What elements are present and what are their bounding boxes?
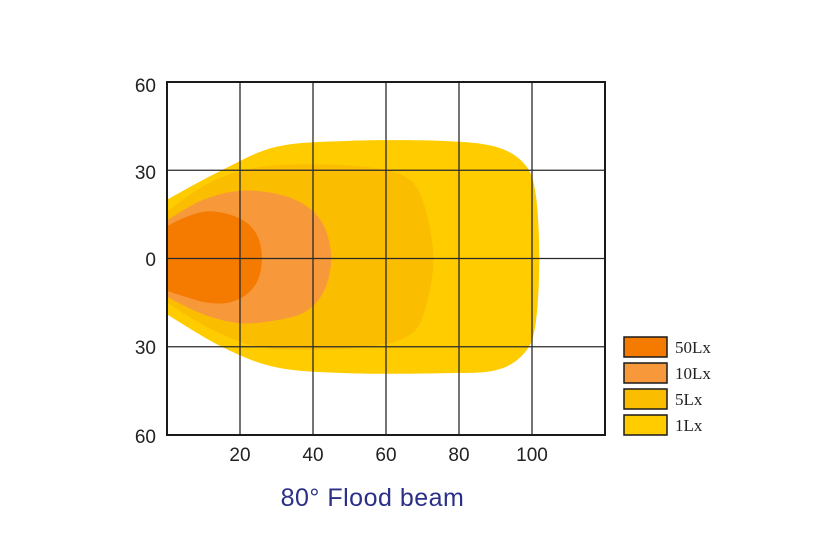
legend: 50Lx 10Lx 5Lx 1Lx <box>623 336 711 436</box>
y-tick-label: 60 <box>135 427 156 448</box>
plot-frame <box>166 81 606 436</box>
contour-50lx <box>167 211 262 304</box>
contour-layer <box>167 140 540 374</box>
x-tick-label: 40 <box>302 445 323 466</box>
legend-label-50lx: 50Lx <box>675 338 711 357</box>
y-axis: 60 30 0 30 60 <box>135 76 156 448</box>
legend-label-1lx: 1Lx <box>675 416 703 435</box>
grid-layer <box>167 82 605 435</box>
legend-label-5lx: 5Lx <box>675 390 703 409</box>
legend-label-10lx: 10Lx <box>675 364 711 383</box>
x-tick-label: 80 <box>448 445 469 466</box>
legend-swatch-5lx <box>623 388 668 410</box>
y-tick-label: 0 <box>145 250 156 271</box>
legend-swatch-1lx <box>623 414 668 436</box>
y-tick-label: 30 <box>135 338 156 359</box>
x-axis: 20 40 60 80 100 <box>229 445 547 466</box>
legend-swatch-50lx <box>623 336 668 358</box>
x-tick-label: 20 <box>229 445 250 466</box>
x-tick-label: 100 <box>516 445 548 466</box>
legend-swatch-10lx <box>623 362 668 384</box>
y-tick-label: 60 <box>135 76 156 97</box>
x-tick-label: 60 <box>375 445 396 466</box>
chart-caption: 80° Flood beam <box>280 484 465 512</box>
y-tick-label: 30 <box>135 163 156 184</box>
